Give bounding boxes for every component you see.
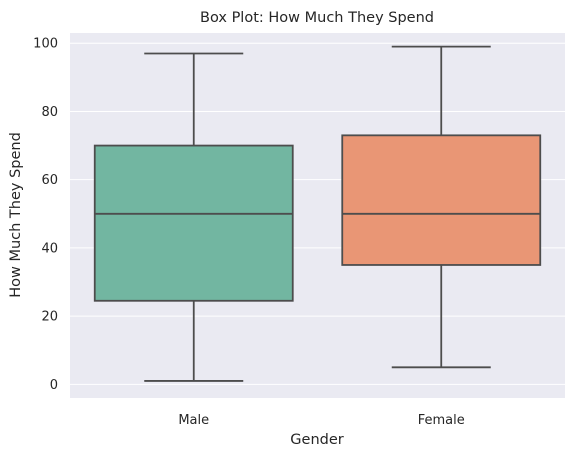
chart-title: Box Plot: How Much They Spend	[200, 10, 434, 26]
y-tick-labels: 0 20 40 60 80 100	[33, 37, 58, 393]
x-axis-label: Gender	[290, 432, 343, 448]
y-tick-label: 0	[50, 378, 58, 393]
box-male	[93, 144, 294, 302]
y-tick-label: 100	[33, 37, 58, 52]
y-tick-label: 80	[41, 105, 58, 120]
y-tick-label: 60	[41, 173, 58, 188]
y-tick-label: 20	[41, 310, 58, 325]
x-tick-labels: Male Female	[178, 413, 464, 428]
x-tick-label-male: Male	[178, 413, 209, 428]
box-marks	[93, 45, 542, 382]
y-tick-label: 40	[41, 241, 58, 256]
y-axis-label: How Much They Spend	[8, 132, 24, 298]
x-tick-label-female: Female	[418, 413, 465, 428]
box-female	[341, 134, 542, 266]
